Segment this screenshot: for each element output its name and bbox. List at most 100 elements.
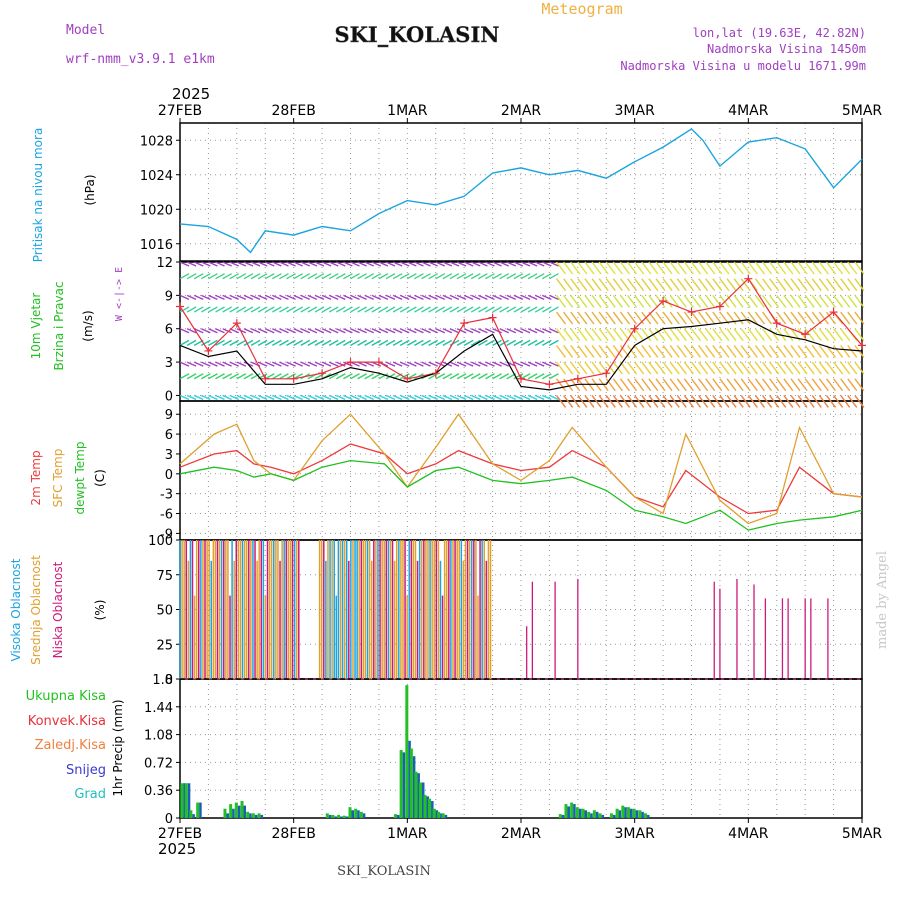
wind-barb xyxy=(286,394,296,401)
wind-title-label-1: 10m Vjetar xyxy=(29,293,43,360)
wind-barb xyxy=(442,339,453,347)
wind-barb xyxy=(619,378,631,392)
wind-barb xyxy=(293,273,304,280)
wind-barb xyxy=(690,261,702,275)
wind-barb xyxy=(428,261,438,267)
wind-barb xyxy=(662,361,673,375)
wind-barb xyxy=(442,373,453,380)
wind-barb xyxy=(307,294,318,300)
precip-bar-conv xyxy=(647,814,650,818)
wind-barb xyxy=(641,294,652,308)
wind-barb xyxy=(683,378,694,392)
wind-barb xyxy=(669,294,680,308)
precip-bar-total xyxy=(196,802,200,818)
wind-barb xyxy=(350,328,360,334)
wind-barb xyxy=(534,339,545,347)
gust-marker xyxy=(403,374,412,383)
precip-bar-conv xyxy=(590,813,593,818)
wind-barb xyxy=(534,328,545,334)
wind-barb xyxy=(307,394,318,401)
wind-barb xyxy=(534,261,545,267)
wind-barb xyxy=(407,328,417,334)
wind-barb xyxy=(300,361,311,367)
wind-barb xyxy=(272,373,282,380)
wind-barb xyxy=(655,261,666,275)
wind-barb xyxy=(513,394,524,401)
wind-barb xyxy=(399,339,410,347)
legend-total-precip: Ukupna Kisa xyxy=(26,689,106,704)
wind-barb xyxy=(769,261,780,275)
wind-barb xyxy=(485,328,495,334)
wind-barb xyxy=(542,261,552,267)
wind-barb xyxy=(612,395,623,408)
wind-barb xyxy=(840,361,851,375)
x-tick-label-top: 4MAR xyxy=(728,103,769,119)
wind-barb xyxy=(392,306,403,313)
wind-barb xyxy=(343,306,353,313)
wind-barb xyxy=(499,328,509,334)
wind-barb xyxy=(683,278,694,292)
wind-barb xyxy=(818,294,829,308)
wind-barb xyxy=(555,278,567,292)
wind-barb xyxy=(790,378,801,392)
wind-barb xyxy=(378,261,389,267)
wind-barb xyxy=(840,261,851,275)
wind-barb xyxy=(279,306,289,313)
precip-bar-conv xyxy=(199,802,202,818)
gust-marker xyxy=(744,274,753,283)
wind-barb xyxy=(662,378,673,392)
y-tick-label: 1020 xyxy=(140,203,173,218)
wind-barb xyxy=(435,294,446,300)
wind-barb xyxy=(541,273,552,280)
wind-barb xyxy=(527,394,538,401)
gust-marker xyxy=(517,374,525,383)
wind-barb xyxy=(797,311,808,325)
wind-barb xyxy=(201,361,211,367)
wind-barb xyxy=(854,311,865,325)
wind-barb xyxy=(783,278,794,292)
wind-barb xyxy=(811,294,822,308)
wind-barb xyxy=(776,344,787,358)
wind-barb xyxy=(449,273,460,280)
wind-barb xyxy=(421,261,431,267)
wind-barb xyxy=(215,361,225,367)
wind-barb xyxy=(201,394,211,401)
wind-barb xyxy=(215,328,225,334)
wind-barb xyxy=(847,395,858,408)
wind-barb xyxy=(215,373,225,380)
wind-barb xyxy=(740,395,751,408)
x-tick-label-bottom: 2MAR xyxy=(501,826,542,842)
wind-barb xyxy=(790,278,801,292)
temp-line-1 xyxy=(179,413,863,525)
gust-marker xyxy=(289,374,298,383)
wind-barb xyxy=(698,361,709,375)
wind-barb xyxy=(250,339,261,347)
wind-barb xyxy=(833,378,844,392)
wind-barb xyxy=(683,261,694,275)
wind-barb xyxy=(392,273,403,280)
precip-bar-total xyxy=(621,805,625,818)
wind-barb xyxy=(690,361,702,375)
wind-barb xyxy=(570,261,581,275)
wind-barb xyxy=(399,294,410,300)
precip-bar-total xyxy=(423,794,427,818)
wind-barb xyxy=(208,294,218,300)
y-tick-label: 9 xyxy=(165,408,173,423)
wind-barb xyxy=(371,294,382,300)
wind-barb xyxy=(804,344,815,358)
wind-barb xyxy=(690,294,702,308)
wind-barb xyxy=(243,273,254,280)
wind-barb xyxy=(712,395,723,408)
gust-marker xyxy=(261,374,270,383)
wind-barb xyxy=(435,394,446,401)
wind-barb xyxy=(584,294,595,308)
wind-barb xyxy=(414,361,424,367)
wind-barb xyxy=(442,294,453,300)
precip-bar-conv xyxy=(362,813,366,818)
wind-barb xyxy=(300,394,311,401)
wind-barb xyxy=(847,278,858,292)
x-tick-label-bottom: 4MAR xyxy=(728,826,769,842)
wind-barb xyxy=(406,306,417,313)
wind-barb xyxy=(513,261,524,267)
precip-bar-conv xyxy=(635,810,639,818)
